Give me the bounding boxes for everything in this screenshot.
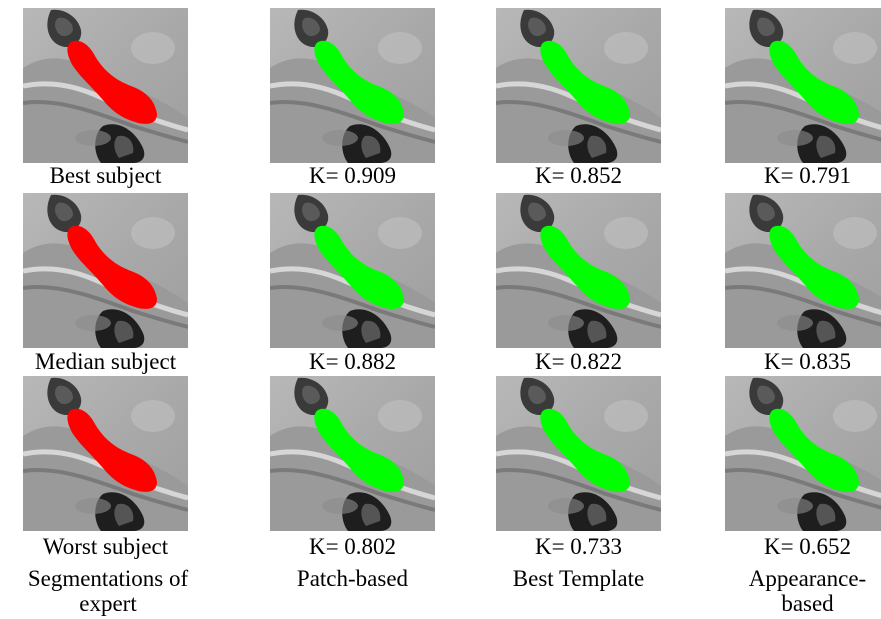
segmentation-mask [769,225,859,309]
mri-slice [496,376,661,531]
segmentation-mask [540,225,630,309]
segmentation-mask [314,40,404,124]
column-label-expert: Segmentations of expert [27,566,189,616]
mri-panel-best-template [496,8,661,163]
column-label-appearance-based: Appearance-based [748,566,867,616]
mri-panel-best-patch [270,8,435,163]
mri-slice [23,8,188,163]
segmentation-mask [314,225,404,309]
caption-worst-patch-k: K= 0.802 [308,534,397,559]
caption-median-subject: Median subject [34,349,177,374]
mri-slice [270,8,435,163]
mri-panel-median-appearance [725,193,881,348]
segmentation-mask [314,408,404,492]
mri-slice [725,376,881,531]
segmentation-mask [67,40,157,124]
mri-panel-best-expert [23,8,188,163]
mri-slice [725,193,881,348]
segmentation-mask [67,225,157,309]
caption-median-appearance-k: K= 0.835 [763,349,852,374]
caption-best-template-k: K= 0.852 [534,163,623,188]
mri-slice [23,193,188,348]
caption-worst-appearance-k: K= 0.652 [763,534,852,559]
caption-best-appearance-k: K= 0.791 [763,163,852,188]
mri-slice [496,193,661,348]
mri-slice [270,193,435,348]
mri-panel-best-appearance [725,8,881,163]
caption-best-subject: Best subject [49,163,162,188]
mri-slice [270,376,435,531]
mri-slice [23,376,188,531]
segmentation-mask [769,40,859,124]
column-label-patch-based: Patch-based [296,566,409,591]
segmentation-mask [540,40,630,124]
mri-panel-median-template [496,193,661,348]
segmentation-mask [540,408,630,492]
caption-median-template-k: K= 0.822 [534,349,623,374]
mri-panel-worst-patch [270,376,435,531]
mri-panel-median-expert [23,193,188,348]
column-label-best-template: Best Template [512,566,645,591]
caption-best-patch-k: K= 0.909 [308,163,397,188]
mri-panel-worst-expert [23,376,188,531]
mri-panel-worst-appearance [725,376,881,531]
mri-slice [725,8,881,163]
segmentation-mask [769,408,859,492]
mri-panel-median-patch [270,193,435,348]
segmentation-mask [67,408,157,492]
mri-panel-worst-template [496,376,661,531]
caption-median-patch-k: K= 0.882 [308,349,397,374]
mri-slice [496,8,661,163]
caption-worst-subject: Worst subject [42,534,169,559]
caption-worst-template-k: K= 0.733 [534,534,623,559]
